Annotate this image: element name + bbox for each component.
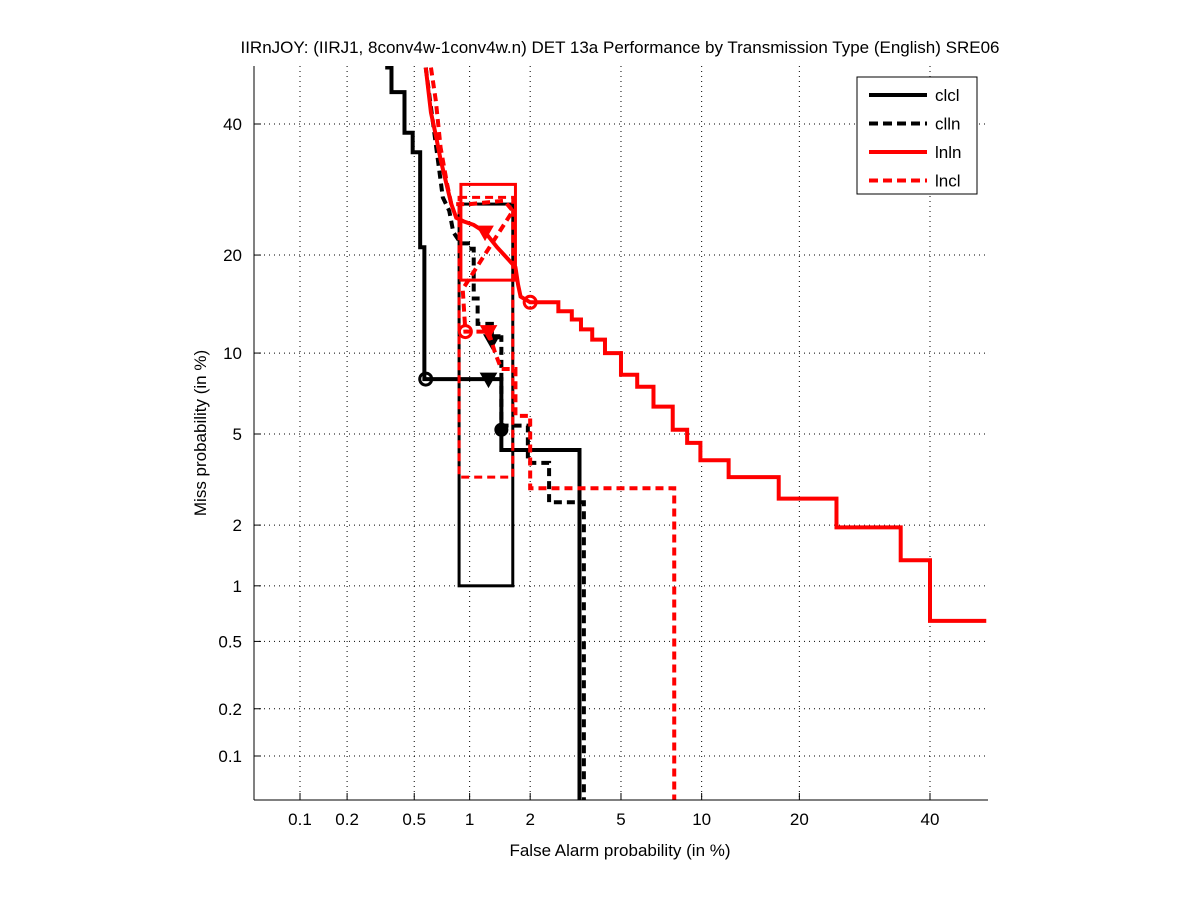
series-line-lnln	[423, 67, 987, 623]
actual-dcf-marker-lnln	[522, 294, 538, 310]
legend-label-clcl: clcl	[935, 86, 960, 105]
series-group	[385, 66, 987, 800]
y-tick-label: 0.5	[218, 632, 242, 651]
confidence-box-lnln	[459, 182, 517, 282]
x-tick-label: 1	[465, 810, 474, 829]
x-tick-label: 5	[616, 810, 625, 829]
legend-label-lncl: lncl	[935, 172, 961, 191]
legend: clcl clln lnln lncl	[856, 76, 978, 195]
y-tick-label: 20	[223, 246, 242, 265]
y-tick-label: 5	[233, 425, 242, 444]
x-tick-label: 20	[790, 810, 809, 829]
x-tick-label: 2	[525, 810, 534, 829]
confidence-box-lncl	[457, 195, 515, 479]
min-dcf-marker-lncl	[479, 325, 498, 341]
y-tick-label: 0.2	[218, 700, 242, 719]
x-tick-label: 0.5	[402, 810, 426, 829]
chart-title: IIRnJOY: (IIRJ1, 8conv4w-1conv4w.n) DET …	[240, 38, 999, 57]
y-tick-label: 10	[223, 344, 242, 363]
x-tick-label: 0.2	[335, 810, 359, 829]
legend-label-lnln: lnln	[935, 143, 961, 162]
y-ticks: 0.1 0.2 0.5 1 2 5 10 20 40	[218, 115, 261, 766]
actual-dcf-marker-lncl	[457, 324, 473, 340]
y-tick-label: 1	[233, 577, 242, 596]
legend-label-clln: clln	[935, 115, 961, 134]
x-tick-label: 10	[692, 810, 711, 829]
min-dcf-marker-lnln	[476, 225, 494, 242]
x-tick-label: 0.1	[288, 810, 312, 829]
series-line-clln	[423, 67, 586, 800]
x-ticks: 0.1 0.2 0.5 1 2 5 10 20 40	[288, 793, 939, 829]
y-tick-label: 2	[233, 516, 242, 535]
y-tick-label: 0.1	[218, 747, 242, 766]
y-axis-label: Miss probability (in %)	[191, 350, 210, 516]
min-dcf-marker-clcl	[479, 372, 498, 389]
x-axis-label: False Alarm probability (in %)	[509, 841, 730, 860]
series-line-lncl	[428, 67, 677, 800]
actual-dcf-marker-clcl	[418, 371, 434, 387]
series-layer	[385, 66, 987, 800]
x-tick-label: 40	[921, 810, 940, 829]
y-tick-label: 40	[223, 115, 242, 134]
confidence-box-clcl	[457, 202, 515, 588]
